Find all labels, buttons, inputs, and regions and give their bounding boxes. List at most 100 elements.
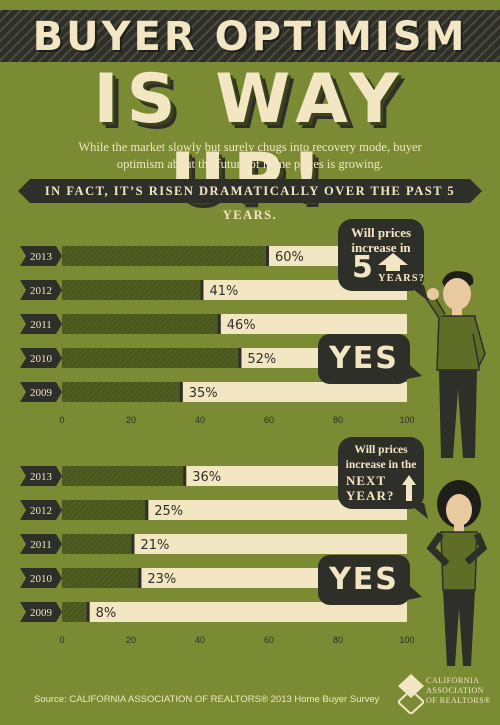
year-tag (20, 500, 62, 520)
source-note: Source: CALIFORNIA ASSOCIATION OF REALTO… (34, 694, 380, 705)
bubble-tail-icon (402, 579, 422, 601)
question-next-year-line-1: Will prices (354, 444, 408, 456)
bar-end-marker (138, 568, 142, 588)
value-label: 60% (275, 250, 304, 265)
category-label: 2011 (30, 539, 52, 551)
bar-track (62, 602, 407, 622)
question-five-years-line-2: increase in (351, 240, 411, 255)
value-label: 36% (192, 470, 221, 485)
bar (62, 246, 269, 266)
car-logo-icon (398, 674, 424, 714)
bubble-tail-icon (402, 358, 422, 380)
category-label: 2009 (30, 607, 53, 619)
x-tick-label: 80 (333, 635, 343, 645)
bar-end-marker (200, 280, 204, 300)
x-tick-label: 40 (195, 415, 205, 425)
year-tag (20, 246, 62, 266)
bar (62, 466, 187, 486)
bar (62, 568, 142, 588)
year-tag (20, 280, 62, 300)
value-label: 25% (154, 504, 183, 519)
x-tick-label: 0 (59, 415, 64, 425)
value-label: 52% (247, 352, 276, 367)
title-band (0, 10, 500, 62)
category-label: 2012 (30, 285, 52, 297)
fact-banner: IN FACT, IT’S RISEN DRAMATICALLY OVER TH… (18, 179, 482, 222)
year-tag (20, 534, 62, 554)
bar-end-marker (238, 348, 242, 368)
value-label: 21% (140, 538, 169, 553)
x-tick-label: 60 (264, 635, 274, 645)
yes-label: YES (329, 341, 399, 376)
bar (62, 314, 221, 334)
woman-illustration (426, 480, 488, 666)
x-tick-label: 80 (333, 415, 343, 425)
question-next-year-bubble: Will prices increase in the NEXT YEAR? (338, 437, 428, 519)
next-year-words: NEXT YEAR? (346, 473, 394, 503)
category-label: 2012 (30, 505, 52, 517)
value-label: 8% (96, 606, 117, 621)
bar-end-marker (266, 246, 269, 266)
up-arrow-icon (402, 475, 416, 506)
subtitle: While the market slowly but surely chugs… (40, 139, 460, 173)
x-tick-label: 20 (126, 635, 136, 645)
subtitle-line-2: optimism about the future of home prices… (116, 157, 384, 171)
title-line-1: BUYER OPTIMISM (32, 14, 468, 60)
subtitle-line-1: While the market slowly but surely chugs… (78, 140, 422, 154)
bar-end-marker (179, 382, 183, 402)
x-tick-label: 20 (126, 415, 136, 425)
bubble-tail-icon (408, 285, 428, 301)
year-tag (20, 602, 62, 622)
bar-end-marker (145, 500, 149, 520)
category-label: 2011 (30, 319, 52, 331)
year-word: YEAR? (346, 488, 395, 503)
category-label: 2010 (30, 353, 53, 365)
title-line-2: IS WAY UP! (93, 60, 407, 218)
x-tick-label: 40 (195, 635, 205, 645)
x-tick-label: 60 (264, 415, 274, 425)
year-tag (20, 382, 62, 402)
value-label: 46% (227, 318, 256, 333)
year-tag (20, 348, 62, 368)
bar (62, 382, 183, 402)
x-tick-label: 0 (59, 635, 64, 645)
bar-track (62, 534, 407, 554)
next-word: NEXT (346, 473, 387, 488)
value-label: 23% (147, 572, 176, 587)
years-word: YEARS? (378, 273, 425, 284)
question-next-year-line-2: increase in the (345, 459, 417, 471)
logo-line-1: CALIFORNIA (426, 676, 480, 685)
year-tag (20, 466, 62, 486)
category-label: 2013 (30, 471, 53, 483)
bar-end-marker (217, 314, 221, 334)
bar (62, 534, 135, 554)
bar (62, 500, 149, 520)
bar (62, 280, 204, 300)
up-arrow-icon (378, 253, 408, 276)
yes-bubble-five-years: YES (318, 334, 422, 384)
bar-end-marker (86, 602, 90, 622)
car-logo: CALIFORNIA ASSOCIATION OF REALTORS® (398, 672, 494, 718)
bar (62, 602, 90, 622)
five-number: 5 (352, 250, 373, 285)
value-label: 41% (209, 284, 238, 299)
bar-end-marker (183, 466, 187, 486)
bubble-tail-icon (408, 503, 428, 519)
question-five-years-bubble: Will prices increase in 5 YEARS? (338, 219, 428, 301)
category-label: 2009 (30, 387, 53, 399)
man-illustration (426, 271, 486, 458)
value-label: 35% (189, 386, 218, 401)
logo-line-3: OF REALTORS® (426, 696, 491, 705)
x-tick-label: 100 (399, 415, 414, 425)
year-tag (20, 314, 62, 334)
yes-label: YES (329, 562, 399, 597)
bar (62, 348, 242, 368)
x-tick-label: 100 (399, 635, 414, 645)
category-label: 2013 (30, 251, 53, 263)
logo-line-2: ASSOCIATION (426, 686, 484, 695)
category-label: 2010 (30, 573, 53, 585)
yes-bubble-next-year: YES (318, 555, 422, 605)
bar-end-marker (131, 534, 135, 554)
question-five-years-line-1: Will prices (350, 225, 412, 240)
year-tag (20, 568, 62, 588)
